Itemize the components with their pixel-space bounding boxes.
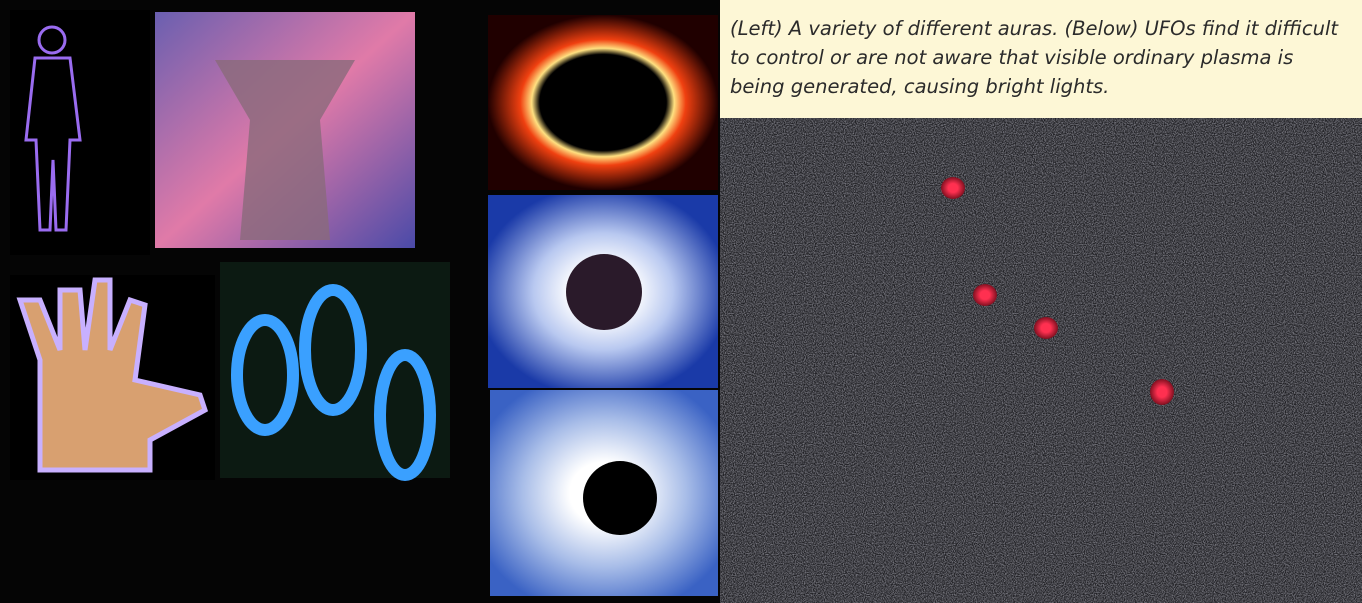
hand <box>16 277 209 473</box>
caption: (Left) A variety of different auras. (Be… <box>720 0 1362 118</box>
ufo-light <box>973 284 997 306</box>
ufo-light <box>1150 379 1174 405</box>
ufo-light <box>941 177 965 199</box>
eclipse-disc <box>583 461 657 535</box>
red-eclipse-photo <box>488 15 718 190</box>
figure <box>215 60 355 240</box>
ufo-photo-noise <box>720 118 1362 603</box>
ufo-lights <box>941 177 1174 405</box>
ufo-light <box>1034 317 1058 339</box>
oval-aura-photo <box>220 262 450 478</box>
eclipse-disc <box>566 254 642 330</box>
aura-ovals <box>231 284 436 481</box>
silhouette <box>24 25 82 232</box>
